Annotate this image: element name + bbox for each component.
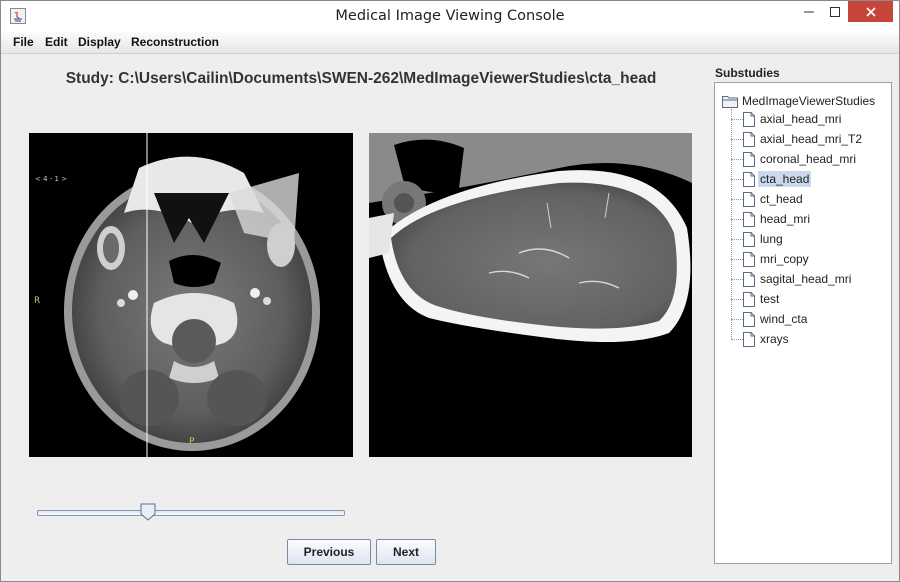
substudies-label: Substudies — [715, 66, 780, 80]
file-icon — [743, 211, 755, 227]
menu-display[interactable]: Display — [78, 35, 121, 49]
file-icon — [743, 231, 755, 247]
tree-item-label: mri_copy — [760, 252, 809, 266]
tree-item[interactable]: lung — [731, 230, 785, 248]
previous-button[interactable]: Previous — [287, 539, 371, 565]
tree-branch-line — [731, 238, 743, 240]
next-button[interactable]: Next — [376, 539, 436, 565]
menu-file[interactable]: File — [13, 35, 34, 49]
reconstruction-scan-graphic — [369, 133, 692, 457]
file-icon — [743, 271, 755, 287]
file-icon — [743, 291, 755, 307]
close-icon — [865, 6, 876, 17]
minimize-icon — [804, 11, 814, 12]
file-icon — [743, 251, 755, 267]
tree-branch-line — [731, 158, 743, 160]
tree-item-label: sagital_head_mri — [760, 272, 852, 286]
file-icon — [743, 151, 755, 167]
tree-item-label: lung — [760, 232, 783, 246]
file-icon — [743, 331, 755, 347]
tree-branch-line — [731, 178, 743, 180]
tree-item[interactable]: xrays — [731, 330, 791, 348]
tree-item[interactable]: sagital_head_mri — [731, 270, 853, 288]
tree-root[interactable]: MedImageViewerStudies — [722, 93, 875, 109]
slice-slider[interactable] — [37, 503, 345, 523]
tree-item-label: xrays — [760, 332, 789, 346]
tree-item[interactable]: wind_cta — [731, 310, 809, 328]
tree-item[interactable]: ct_head — [731, 190, 805, 208]
orientation-right-label: R — [34, 296, 41, 306]
tree-item-label: axial_head_mri — [760, 112, 842, 126]
close-button[interactable] — [848, 1, 893, 22]
tree-item-label: axial_head_mri_T2 — [760, 132, 863, 146]
tree-branch-line — [731, 138, 743, 140]
menu-edit[interactable]: Edit — [45, 35, 68, 49]
file-icon — [743, 171, 755, 187]
tree-item[interactable]: test — [731, 290, 781, 308]
tree-item-label: head_mri — [760, 212, 811, 226]
orientation-posterior-label: P — [189, 437, 195, 447]
file-icon — [743, 191, 755, 207]
java-app-icon — [10, 8, 26, 24]
study-title: Study: C:\Users\Cailin\Documents\SWEN-26… — [65, 70, 657, 87]
maximize-icon — [830, 6, 840, 17]
tree-item-label: ct_head — [760, 192, 803, 206]
tree-item-label: cta_head — [758, 171, 812, 187]
tree-branch-line — [731, 278, 743, 280]
reconstruction-scan-image[interactable] — [369, 133, 692, 457]
tree-item-label: test — [760, 292, 780, 306]
slider-track[interactable] — [37, 510, 345, 516]
file-icon — [743, 111, 755, 127]
tree-connector — [731, 109, 732, 339]
tree-item[interactable]: head_mri — [731, 210, 812, 228]
tree-item[interactable]: cta_head — [731, 170, 812, 188]
folder-open-icon — [722, 96, 738, 108]
file-icon — [743, 311, 755, 327]
tree-branch-line — [731, 198, 743, 200]
tree-branch-line — [731, 258, 743, 260]
tree-root-label: MedImageViewerStudies — [742, 94, 876, 108]
slider-thumb[interactable] — [140, 503, 156, 521]
minimize-button[interactable] — [796, 1, 822, 22]
tree-item[interactable]: axial_head_mri — [731, 110, 843, 128]
tree-item-label: wind_cta — [760, 312, 808, 326]
tree-branch-line — [731, 118, 743, 120]
tree-branch-line — [731, 218, 743, 220]
menu-bar: File Edit Display Reconstruction — [1, 32, 899, 54]
tree-branch-line — [731, 338, 743, 340]
tree-item-label: coronal_head_mri — [760, 152, 857, 166]
tree-branch-line — [731, 318, 743, 320]
tree-branch-line — [731, 298, 743, 300]
maximize-button[interactable] — [822, 1, 848, 22]
window-title: Medical Image Viewing Console — [335, 8, 565, 24]
menu-reconstruction[interactable]: Reconstruction — [131, 35, 220, 49]
file-icon — [743, 131, 755, 147]
title-bar[interactable]: Medical Image Viewing Console — [1, 1, 899, 32]
tree-item[interactable]: axial_head_mri_T2 — [731, 130, 864, 148]
tree-item[interactable]: coronal_head_mri — [731, 150, 858, 168]
tree-item[interactable]: mri_copy — [731, 250, 811, 268]
axial-scan-graphic — [29, 133, 353, 457]
slice-overlay-label: < 4 - 1 > — [35, 175, 68, 183]
axial-scan-image[interactable]: < 4 - 1 > R P — [29, 133, 353, 457]
